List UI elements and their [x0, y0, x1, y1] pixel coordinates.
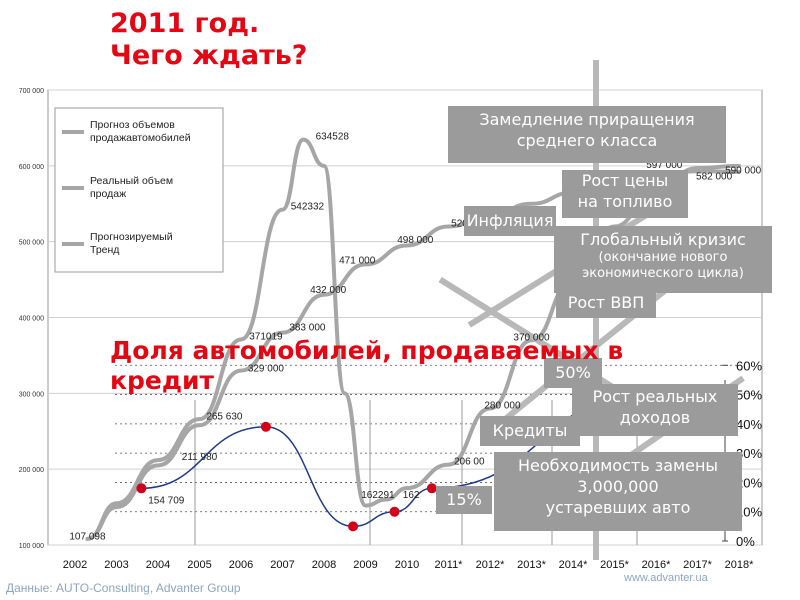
factor-credits-text: Кредиты [492, 421, 568, 440]
factor-slowdown-text: Замедление приращения среднего класса [479, 110, 695, 150]
data-label: 162 [403, 490, 420, 501]
factor-replace-line3: устаревших авто [545, 498, 691, 517]
data-label: 206 00 [454, 457, 485, 468]
data-label: 371019 [249, 331, 283, 342]
data-source: Данные: AUTO-Consulting, Advanter Group [6, 581, 241, 595]
credit-share-point [136, 483, 147, 494]
factor-replace-line1: Необходимость замены [517, 456, 719, 475]
legend-entry: Прогноз объемов продажавтомобилей [90, 119, 191, 144]
x-tick-label: 2015* [600, 559, 629, 571]
share-tick-label: 60% [736, 358, 762, 373]
data-label: 432 000 [310, 285, 347, 296]
data-label: 383 000 [289, 322, 326, 333]
credit-share-heading: Доля автомобилей, продаваемых в кредит [110, 336, 624, 395]
data-label: 590 000 [725, 165, 762, 176]
factor-income-box: Рост реальных доходов [572, 384, 738, 436]
x-tick-label: 2017* [683, 559, 712, 571]
data-label: 329 000 [248, 363, 285, 374]
legend-entry: Прогнозируемый Тренд [90, 231, 173, 256]
y-tick-label: 200 000 [19, 467, 44, 474]
factor-slowdown-box: Замедление приращения среднего класса [448, 106, 726, 163]
x-tick-label: 2018* [725, 559, 754, 571]
share-tick-label: 20% [736, 475, 762, 490]
factor-crisis-note: (окончание нового экономического цикла) [582, 250, 744, 281]
factor-inflation-text: Инфляция [466, 211, 554, 230]
x-tick-label: 2005 [187, 559, 211, 571]
y-tick-label: 100 000 [19, 543, 44, 550]
data-label: 498 000 [397, 235, 434, 246]
x-tick-label: 2010 [395, 559, 419, 571]
factor-fifty-text: 50% [555, 363, 591, 382]
y-tick-label: 600 000 [19, 164, 44, 171]
chart-legend: Прогноз объемов продажавтомобилей Реальный… [54, 107, 224, 273]
factor-credits-box: Кредиты [480, 416, 580, 446]
x-tick-label: 2002 [63, 559, 87, 571]
x-tick-label: 2016* [642, 559, 671, 571]
data-label: 107 098 [69, 532, 106, 543]
factor-fifty-box: 50% [544, 358, 602, 388]
data-label: 597 000 [646, 160, 683, 171]
data-label: 280 000 [484, 401, 521, 412]
factor-gdp-text: Рост ВВП [567, 293, 645, 312]
x-tick-label: 2009 [353, 559, 377, 571]
x-tick-label: 2008 [312, 559, 336, 571]
x-tick-label: 2003 [104, 559, 128, 571]
data-label: 211 980 [182, 452, 218, 463]
data-label: 582 000 [696, 171, 733, 182]
credit-share-point [426, 483, 437, 494]
legend-entry: Реальный объем продаж [90, 175, 173, 200]
data-label: 265 630 [206, 411, 243, 422]
site-url: www.advanter.ua [624, 572, 708, 584]
factor-crisis-title: Глобальный кризис [580, 230, 746, 249]
data-label: 634528 [316, 132, 350, 143]
data-label: 370 000 [513, 332, 550, 343]
y-tick-label: 500 000 [19, 240, 44, 247]
y-tick-label: 400 000 [19, 316, 44, 323]
credit-share-point [389, 506, 400, 517]
x-tick-label: 2011* [435, 559, 464, 571]
share-tick-label: 40% [736, 417, 762, 432]
factor-fifteen-box: 15% [436, 486, 492, 514]
x-tick-label: 2006 [229, 559, 253, 571]
y-tick-label: 700 000 [19, 88, 44, 95]
factor-fuel-box: Рост цены на топливо [562, 170, 688, 218]
page-title: 2011 год. Чего ждать? [110, 8, 307, 72]
factor-fifteen-text: 15% [446, 490, 482, 509]
factor-crisis-box: Глобальный кризис (окончание нового экон… [554, 226, 772, 293]
share-tick-label: 30% [736, 446, 762, 461]
credit-share-point [348, 521, 359, 532]
title-line-2: Чего ждать? [110, 40, 308, 71]
factor-inflation-box: Инфляция [464, 206, 556, 236]
credit-share-point [260, 421, 271, 432]
data-label: 162291 [361, 490, 395, 501]
title-line-1: 2011 год. [110, 8, 260, 39]
x-tick-label: 2007 [270, 559, 294, 571]
share-tick-label: 50% [736, 388, 762, 403]
x-tick-label: 2004 [146, 559, 170, 571]
x-tick-label: 2012* [476, 559, 505, 571]
factor-replace-line2: 3,000,000 [577, 477, 659, 496]
share-tick-label: 10% [736, 505, 762, 520]
factor-gdp-box: Рост ВВП [556, 288, 656, 318]
x-tick-label: 2013* [517, 559, 546, 571]
share-tick-label: 0% [736, 534, 755, 549]
y-tick-label: 300 000 [19, 391, 44, 398]
factor-income-line1: Рост реальных [592, 387, 718, 406]
factor-income-line2: доходов [619, 408, 691, 427]
data-label: 542332 [291, 202, 325, 213]
factor-fuel-line2: на топливо [577, 192, 673, 211]
factor-fuel-line1: Рост цены [581, 171, 669, 190]
factor-replace-box: Необходимость замены 3,000,000 устаревши… [494, 452, 742, 531]
data-label: 471 000 [339, 256, 376, 267]
x-tick-label: 2014* [559, 559, 588, 571]
data-label: 154 709 [148, 496, 185, 507]
